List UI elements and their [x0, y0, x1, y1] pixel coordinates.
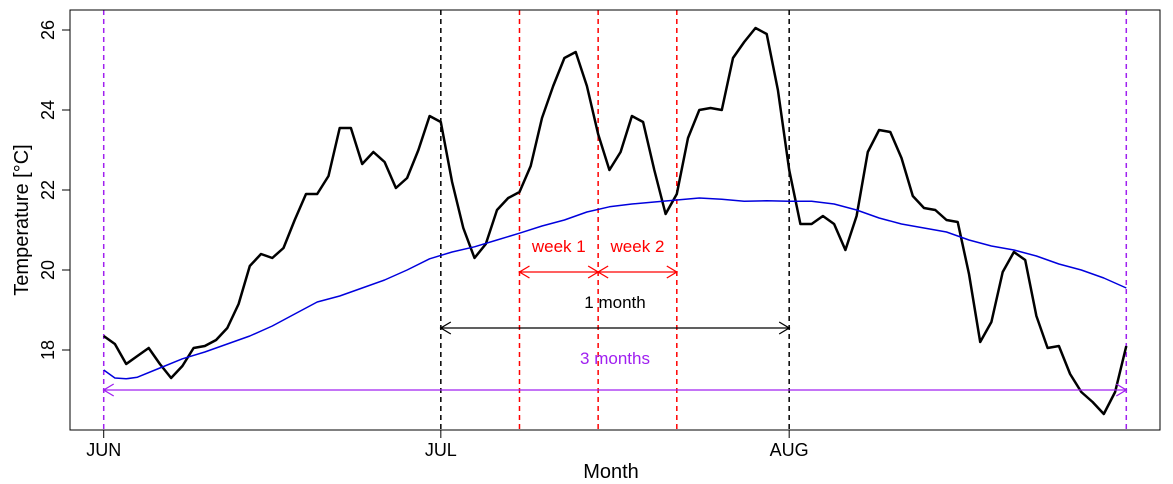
- x-axis-title: Month: [583, 461, 639, 483]
- y-tick-label-3: 24: [38, 100, 58, 120]
- reference-lines: [102, 10, 1128, 430]
- span-label-1: 1 month: [584, 293, 645, 312]
- x-tick-label-0: JUN: [86, 440, 121, 460]
- span-label-2: week 1: [531, 237, 586, 256]
- span-arrowhead-left-2: [518, 265, 530, 279]
- span-arrowhead-right-3: [666, 265, 679, 279]
- x-axis: JUN JUL AUG: [86, 430, 809, 460]
- span-arrowhead-left-0: [102, 383, 115, 397]
- span-arrowhead-left-1: [439, 321, 452, 335]
- y-axis-title: Temperature [°C]: [11, 144, 33, 295]
- plot-frame: [69, 9, 1161, 431]
- data-series: [102, 26, 1128, 416]
- span-label-0: 3 months: [580, 349, 650, 368]
- y-tick-label-2: 22: [38, 180, 58, 200]
- x-tick-label-1: JUL: [425, 440, 457, 460]
- x-tick-label-2: AUG: [770, 440, 809, 460]
- span-arrowhead-right-1: [778, 321, 791, 335]
- span-arrowhead-left-3: [596, 265, 609, 279]
- series-line-0: [102, 26, 1128, 416]
- y-tick-label-1: 20: [38, 260, 58, 280]
- y-axis: 18 20 22 24 26: [38, 20, 70, 360]
- y-tick-label-4: 26: [38, 20, 58, 40]
- annotations: 3 months 1 month week 1 week 2: [102, 237, 1128, 397]
- series-line-1: [103, 197, 1127, 380]
- span-arrowhead-right-0: [1115, 383, 1128, 397]
- span-label-3: week 2: [610, 237, 665, 256]
- y-tick-label-0: 18: [38, 340, 58, 360]
